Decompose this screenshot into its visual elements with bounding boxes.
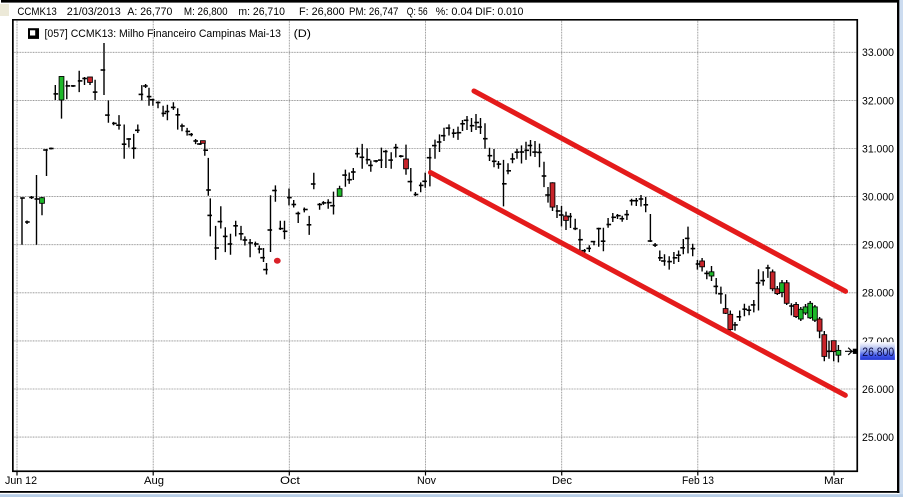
svg-text:29.000: 29.000 <box>862 240 894 252</box>
svg-text:Mar: Mar <box>824 475 844 487</box>
svg-text:26.000: 26.000 <box>862 384 894 396</box>
svg-text:Nov: Nov <box>417 475 437 487</box>
svg-text:Aug: Aug <box>144 475 164 487</box>
svg-text:Q: 56: Q: 56 <box>407 6 428 18</box>
svg-text:21/03/2013: 21/03/2013 <box>67 6 121 18</box>
svg-text:PM: 26,747: PM: 26,747 <box>349 6 398 18</box>
svg-text:DIF: 0.010: DIF: 0.010 <box>475 6 523 18</box>
svg-text:31.000: 31.000 <box>862 143 894 155</box>
svg-text:32.000: 32.000 <box>862 95 894 107</box>
svg-text:m: 26,710: m: 26,710 <box>238 6 285 18</box>
svg-text:A: 26,770: A: 26,770 <box>127 6 172 18</box>
svg-text:28.000: 28.000 <box>862 288 894 300</box>
svg-text:F: 26,800: F: 26,800 <box>299 6 345 18</box>
svg-text:25.000: 25.000 <box>862 432 894 444</box>
svg-text:30.000: 30.000 <box>862 192 894 204</box>
svg-text:[057] CCMK13: Milho Financeiro: [057] CCMK13: Milho Financeiro Campinas … <box>45 28 282 40</box>
svg-text:Feb 13: Feb 13 <box>682 475 714 487</box>
svg-text:(D): (D) <box>294 28 311 40</box>
svg-text:33.000: 33.000 <box>862 47 894 59</box>
svg-text:26.800: 26.800 <box>862 345 894 359</box>
svg-text:Oct: Oct <box>280 475 300 487</box>
svg-text:%: 0.04: %: 0.04 <box>436 6 473 18</box>
svg-text:Dec: Dec <box>552 475 573 487</box>
svg-text:M: 26,800: M: 26,800 <box>184 6 228 18</box>
svg-text:CCMK13: CCMK13 <box>17 6 56 18</box>
svg-text:Jun 12: Jun 12 <box>5 475 37 487</box>
